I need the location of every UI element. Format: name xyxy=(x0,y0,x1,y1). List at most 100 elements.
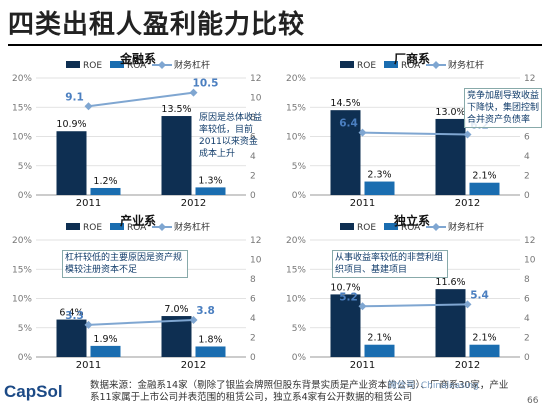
tick-label-left: 15% xyxy=(12,265,32,275)
x-tick-label: 2012 xyxy=(455,198,480,209)
tick-label-left: 10% xyxy=(12,133,32,143)
chart-svg: ROEROA财务杠杆0%5%10%15%20%02468101214.5%2.3… xyxy=(286,59,536,209)
data-label-leverage: 3.3 xyxy=(65,310,84,322)
chart-note: 原因是总体收益率较低，目前2011以来资金成本上升 xyxy=(199,113,263,159)
chart-svg: ROE ROA 财务杠杆 0% 5% 10% 15% 20% 0 2 4 6 8 10 12 6.4% 1.9%… xyxy=(12,221,262,371)
bar-roe xyxy=(330,294,361,357)
bar-roa xyxy=(469,182,500,195)
legend-swatch-roe xyxy=(340,223,354,230)
legend-swatch-roa xyxy=(384,61,398,68)
page-number: 66 xyxy=(527,396,539,406)
data-label-roa: 1.8% xyxy=(198,334,222,345)
legend-marker-lev xyxy=(158,61,166,69)
legend-label-roe: ROE xyxy=(83,223,102,233)
legend-label-roa: ROA xyxy=(127,61,147,71)
tick-label-right: 0 xyxy=(250,353,256,363)
tick-label-right: 0 xyxy=(524,353,530,363)
x-tick-label: 2011 xyxy=(76,360,101,371)
data-label-leverage: 5.2 xyxy=(339,291,358,303)
tick-label-left: 15% xyxy=(286,103,306,113)
data-label-leverage: 6.4 xyxy=(339,118,358,130)
tick-label-left: 10% xyxy=(286,133,306,143)
line-leverage xyxy=(362,131,468,136)
tick-label-right: 10 xyxy=(250,94,262,104)
bar-roa xyxy=(364,344,395,357)
tick-label-right: 10 xyxy=(524,256,536,266)
tick-label-left: 0% xyxy=(292,191,307,201)
tick-label-right: 4 xyxy=(524,152,530,162)
bar-roe xyxy=(161,316,192,357)
marker-leverage xyxy=(84,102,93,111)
data-label-roe: 14.5% xyxy=(330,98,360,109)
chart-independent: ROE ROA 财务杠杆 0% 5% 10% 15% 20% 0 2 4 6 8 10 12 10.7% 2.1… xyxy=(282,212,542,371)
marker-leverage xyxy=(189,88,198,97)
legend-label-lev: 财务杠杆 xyxy=(448,59,484,71)
chart-svg: ROE ROA 财务杠杆 0% 5% 10% 15% 20% 0 2 4 6 8 10 12 10.7% 2.1… xyxy=(286,221,536,371)
tick-label-right: 4 xyxy=(250,152,256,162)
marker-leverage xyxy=(463,300,472,309)
tick-label-left: 20% xyxy=(12,236,32,246)
tick-label-left: 15% xyxy=(286,265,306,275)
tick-label-right: 10 xyxy=(250,256,262,266)
x-tick-label: 2011 xyxy=(350,360,375,371)
data-label-roe: 13.0% xyxy=(435,107,465,118)
legend-label-roa: ROA xyxy=(127,223,147,233)
marker-leverage xyxy=(189,315,198,324)
line-leverage xyxy=(88,91,194,108)
tick-label-right: 12 xyxy=(524,74,535,84)
x-tick-label: 2011 xyxy=(76,198,101,209)
capsol-logo: CapSol xyxy=(4,382,63,401)
tick-label-left: 20% xyxy=(12,74,32,84)
tick-label-right: 2 xyxy=(250,334,256,344)
tick-label-left: 10% xyxy=(286,295,306,305)
data-label-roa: 2.1% xyxy=(472,171,496,182)
x-tick-label: 2011 xyxy=(350,198,375,209)
bar-roe xyxy=(56,319,87,357)
legend-label-lev: 财务杠杆 xyxy=(448,221,484,233)
legend-swatch-roe xyxy=(66,223,80,230)
tick-label-right: 0 xyxy=(250,191,256,201)
bar-roa xyxy=(364,181,395,195)
chart-title: 产业系 xyxy=(119,214,156,228)
legend-swatch-roa xyxy=(384,223,398,230)
chart-financial: ROE ROA 财务杠杆 0% 5% 10% 15% 20% 0 2 4 6 8 10 12 10.9% 1.2… xyxy=(8,50,268,209)
tick-label-left: 0% xyxy=(18,191,33,201)
data-label-roa: 2.3% xyxy=(367,170,391,181)
tick-label-right: 8 xyxy=(524,275,530,285)
legend-label-roa: ROA xyxy=(401,61,421,71)
data-label-leverage: 5.4 xyxy=(470,289,489,301)
legend-swatch-roe xyxy=(66,61,80,68)
marker-leverage xyxy=(84,320,93,329)
tick-label-right: 2 xyxy=(524,334,530,344)
tick-label-right: 2 xyxy=(250,172,256,182)
data-label-leverage: 3.8 xyxy=(196,305,215,317)
legend-label-lev: 财务杠杆 xyxy=(174,59,210,71)
legend-label-roe: ROE xyxy=(357,223,376,233)
tick-label-left: 20% xyxy=(286,236,306,246)
data-label-roe: 6.4% xyxy=(59,308,83,319)
tick-label-left: 0% xyxy=(18,353,33,363)
data-label-roa: 1.3% xyxy=(198,175,222,186)
legend-swatch-roe xyxy=(340,61,354,68)
legend-label-roe: ROE xyxy=(357,61,376,71)
data-label-leverage: 9.1 xyxy=(65,91,84,103)
legend-marker-lev xyxy=(432,223,440,231)
x-tick-label: 2012 xyxy=(455,360,480,371)
chart-manufacturer: ROEROA财务杠杆0%5%10%15%20%02468101214.5%2.3… xyxy=(282,50,542,209)
data-label-roe: 7.0% xyxy=(164,304,188,315)
line-leverage xyxy=(88,318,194,326)
chart-note: 竞争加剧导致收益下降快，集团控制合并资产负债率 xyxy=(464,88,542,128)
legend-swatch-roa xyxy=(110,61,124,68)
tick-label-left: 5% xyxy=(292,324,307,334)
data-label-roe: 10.9% xyxy=(56,119,86,130)
bar-roa xyxy=(90,187,121,195)
bar-roa xyxy=(469,344,500,357)
bar-roe xyxy=(435,118,466,195)
x-tick-label: 2012 xyxy=(181,360,206,371)
legend-marker-lev xyxy=(158,223,166,231)
tick-label-right: 6 xyxy=(524,133,530,143)
bar-roe xyxy=(435,289,466,357)
bar-roa xyxy=(195,187,226,195)
data-label-roa: 1.2% xyxy=(93,176,117,187)
tick-label-right: 6 xyxy=(524,295,530,305)
